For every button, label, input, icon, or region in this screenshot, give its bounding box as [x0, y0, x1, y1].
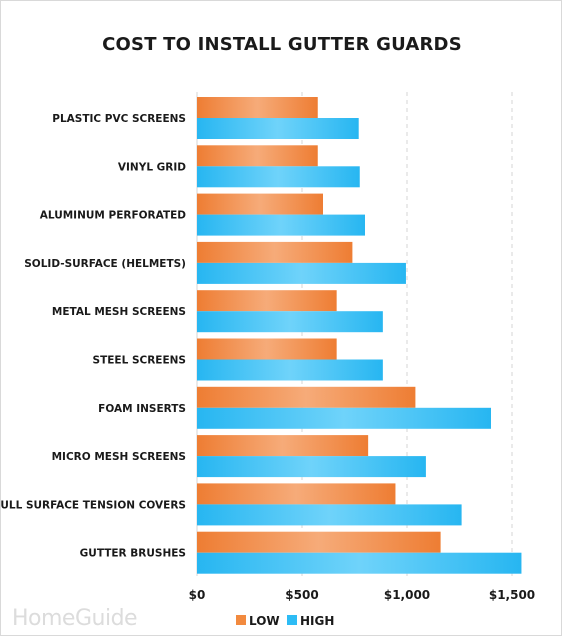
- category-label: MICRO MESH SCREENS: [52, 451, 186, 463]
- bar-high: [197, 407, 491, 429]
- chart-title: COST TO INSTALL GUTTER GUARDS: [102, 34, 462, 55]
- category-label: VINYL GRID: [118, 161, 186, 173]
- legend-label-low: LOW: [249, 614, 280, 628]
- bar-high: [197, 552, 522, 574]
- bar-low: [197, 483, 396, 505]
- bars: [197, 97, 522, 574]
- category-label: SOLID-SURFACE (HELMETS): [24, 258, 186, 270]
- bar-high: [197, 456, 426, 478]
- bar-high: [197, 311, 383, 333]
- legend-swatch-low: [236, 615, 246, 625]
- x-tick-label: $1,000: [384, 588, 430, 602]
- category-label: METAL MESH SCREENS: [52, 306, 186, 318]
- category-label: ALUMINUM PERFORATED: [40, 210, 187, 222]
- bar-high: [197, 118, 359, 139]
- bar-high: [197, 166, 360, 188]
- bar-low: [197, 531, 441, 553]
- category-label: STEEL SCREENS: [93, 355, 186, 367]
- x-tick-label: $1,500: [489, 588, 535, 602]
- bar-low: [197, 338, 337, 360]
- bar-low: [197, 290, 337, 312]
- bar-low: [197, 145, 318, 167]
- bar-low: [197, 435, 369, 457]
- bar-high: [197, 262, 406, 284]
- category-label: FULL SURFACE TENSION COVERS: [0, 499, 186, 511]
- homeguide-logo: HomeGuide: [12, 606, 138, 631]
- category-label: PLASTIC PVC SCREENS: [52, 113, 186, 125]
- legend: LOW HIGH: [236, 614, 334, 628]
- bar-low: [197, 241, 353, 263]
- category-labels: PLASTIC PVC SCREENS VINYL GRID ALUMINUM PE…: [0, 113, 186, 560]
- category-label: GUTTER BRUSHES: [80, 548, 186, 560]
- bar-high: [197, 214, 365, 236]
- bar-low: [197, 386, 416, 408]
- category-label: FOAM INSERTS: [98, 403, 186, 415]
- x-axis-ticks: $0 $500 $1,000 $1,500: [189, 588, 536, 602]
- legend-swatch-high: [287, 615, 297, 625]
- bar-high: [197, 504, 462, 526]
- x-tick-label: $0: [189, 588, 206, 602]
- legend-label-high: HIGH: [300, 614, 334, 628]
- x-tick-label: $500: [285, 588, 318, 602]
- bar-high: [197, 359, 383, 381]
- bar-low: [197, 97, 318, 118]
- bar-low: [197, 193, 323, 215]
